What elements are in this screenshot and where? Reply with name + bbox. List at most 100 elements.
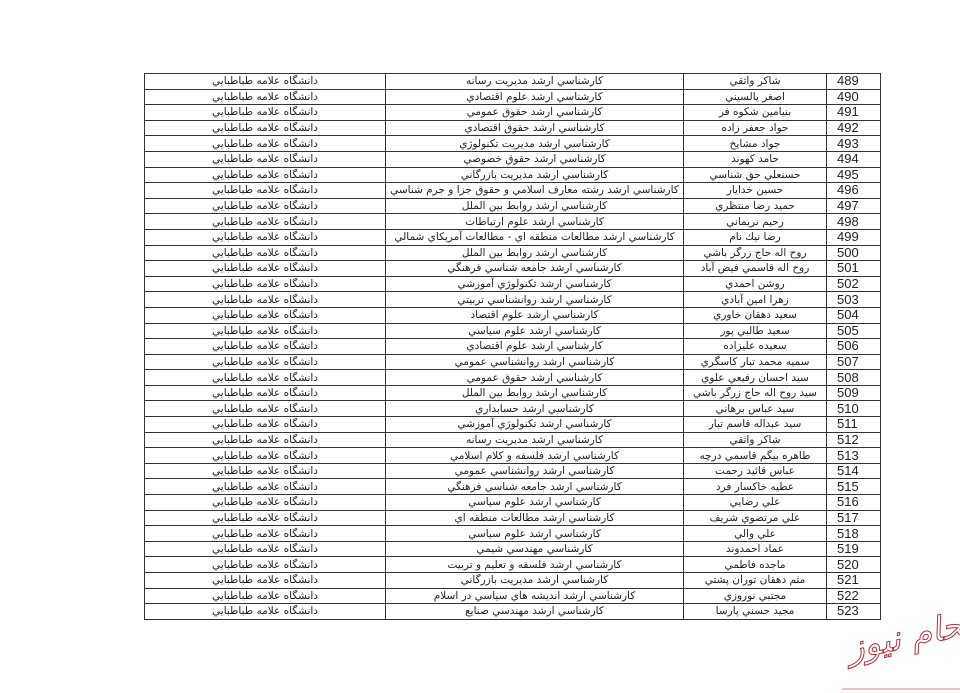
university: دانشگاه علامه طباطبايي — [144, 322, 386, 340]
table-row: 520 ماجده فاطمي كارشناسي ارشد فلسفه و تعلي… — [144, 556, 881, 573]
student-name: مجيد حسني پارسا — [683, 603, 827, 620]
row-number: 491 — [826, 104, 881, 121]
degree: كارشناسي مهندسي شيمي — [385, 540, 684, 558]
degree: كارشناسي ارشد حقوق عمومي — [385, 104, 684, 121]
university: دانشگاه علامه طباطبايي — [144, 73, 386, 90]
row-number: 501 — [826, 260, 881, 277]
degree: كارشناسي ارشد علوم سياسي — [385, 525, 684, 542]
row-number: 508 — [826, 369, 881, 386]
student-name: مجتبي نوروزي — [683, 587, 827, 605]
table-row: 495 حسنعلي حق شناسي كارشناسي ارشد مديريت ب… — [144, 166, 881, 184]
university: دانشگاه علامه طباطبايي — [144, 291, 386, 308]
table-row: 505 سعيد طالبي پور كارشناسي ارشد علوم سياس… — [144, 322, 881, 340]
student-name: سيد عبداله قاسم تبار — [683, 416, 827, 433]
university: دانشگاه علامه طباطبايي — [144, 353, 386, 371]
row-number: 517 — [826, 509, 881, 527]
degree: كارشناسي ارشد حقوق اقتصادي — [385, 119, 684, 137]
degree: كارشناسي ارشد جامعه شناسي فرهنگي — [385, 260, 684, 277]
student-name: عماد احمدوند — [683, 540, 827, 558]
row-number: 499 — [826, 228, 881, 246]
student-name: حسنعلي حق شناسي — [683, 166, 827, 184]
university: دانشگاه علامه طباطبايي — [144, 556, 386, 573]
student-name: سعيد طالبي پور — [683, 322, 827, 340]
university: دانشگاه علامه طباطبايي — [144, 306, 386, 324]
row-number: 507 — [826, 353, 881, 371]
row-number: 515 — [826, 478, 881, 496]
row-number: 493 — [826, 135, 881, 152]
student-name: سعيد دهقان خاوري — [683, 306, 827, 324]
row-number: 502 — [826, 275, 881, 293]
watermark-text: سحام نیوز — [843, 599, 960, 670]
university: دانشگاه علامه طباطبايي — [144, 135, 386, 152]
student-name: سيد عباس برهاني — [683, 400, 827, 418]
student-name: روح اله حاج زرگر باشي — [683, 244, 827, 262]
degree: كارشناسي ارشد مهندسي صنايع — [385, 603, 684, 620]
row-number: 506 — [826, 338, 881, 355]
table-row: 500 روح اله حاج زرگر باشي كارشناسي ارشد رو… — [144, 244, 881, 262]
table-row: 494 حامد كهوند كارشناسي ارشد حقوق خصوصي دان… — [144, 150, 881, 168]
university: دانشگاه علامه طباطبايي — [144, 572, 386, 589]
row-number: 498 — [826, 213, 881, 230]
degree: كارشناسي ارشد فلسفه و كلام اسلامي — [385, 447, 684, 464]
row-number: 492 — [826, 119, 881, 137]
student-name: علي مرتضوي شريف — [683, 509, 827, 527]
row-number: 514 — [826, 462, 881, 480]
degree: كارشناسي ارشد رشته معارف اسلامي و حقوق ج… — [385, 182, 684, 199]
degree: كارشناسي ارشد علوم اقتصاد — [385, 306, 684, 324]
table-row: 509 سيد روح اله حاج زرگر باشي كارشناسي ارش… — [144, 384, 881, 402]
university: دانشگاه علامه طباطبايي — [144, 509, 386, 527]
university: دانشگاه علامه طباطبايي — [144, 587, 386, 605]
table-row: 513 طاهره بيگم قاسمي درچه كارشناسي ارشد فل… — [144, 447, 881, 464]
row-number: 509 — [826, 384, 881, 402]
row-number: 511 — [826, 416, 881, 433]
table-row: 508 سيد احسان رفيعي علوي كارشناسي ارشد حقو… — [144, 369, 881, 386]
student-name: ماجده فاطمي — [683, 556, 827, 573]
degree: كارشناسي ارشد فلسفه و تعليم و تربيت — [385, 556, 684, 573]
results-table: 489 شاكر واثقي كارشناسي ارشد مديريت رسانه د… — [144, 73, 881, 620]
degree: كارشناسي ارشد علوم ارتباطات — [385, 213, 684, 230]
degree: كارشناسي ارشد مديريت تكنولوژي — [385, 135, 684, 152]
student-name: رضا نيك نام — [683, 228, 827, 246]
row-number: 489 — [826, 73, 881, 90]
table-row: 514 عباس قائيد رحمت كارشناسي ارشد روانشناس… — [144, 462, 881, 480]
table-body: 489 شاكر واثقي كارشناسي ارشد مديريت رسانه د… — [144, 73, 881, 620]
table-row: 504 سعيد دهقان خاوري كارشناسي ارشد علوم اق… — [144, 306, 881, 324]
row-number: 513 — [826, 447, 881, 464]
table-row: 498 رحيم نريماني كارشناسي ارشد علوم ارتباط… — [144, 213, 881, 230]
university: دانشگاه علامه طباطبايي — [144, 213, 386, 230]
row-number: 519 — [826, 540, 881, 558]
student-name: حامد كهوند — [683, 150, 827, 168]
table-row: 503 زهرا امين آبادي كارشناسي ارشد روانشناس… — [144, 291, 881, 308]
university: دانشگاه علامه طباطبايي — [144, 494, 386, 511]
degree: كارشناسي ارشد مديريت رسانه — [385, 431, 684, 449]
degree: كارشناسي ارشد تكنولوژي آموزشي — [385, 275, 684, 293]
degree: كارشناسي ارشد مطالعات منطقه اي — [385, 509, 684, 527]
university: دانشگاه علامه طباطبايي — [144, 88, 386, 106]
student-name: جواد مشايخ — [683, 135, 827, 152]
university: دانشگاه علامه طباطبايي — [144, 275, 386, 293]
university: دانشگاه علامه طباطبايي — [144, 197, 386, 215]
university: دانشگاه علامه طباطبايي — [144, 244, 386, 262]
degree: كارشناسي ارشد علوم اقتصادي — [385, 338, 684, 355]
student-name: سيد روح اله حاج زرگر باشي — [683, 384, 827, 402]
degree: كارشناسي ارشد روانشناسي عمومي — [385, 462, 684, 480]
degree: كارشناسي ارشد مديريت بازرگاني — [385, 166, 684, 184]
student-name: رحيم نريماني — [683, 213, 827, 230]
university: دانشگاه علامه طباطبايي — [144, 540, 386, 558]
row-number: 505 — [826, 322, 881, 340]
table-row: 517 علي مرتضوي شريف كارشناسي ارشد مطالعات … — [144, 509, 881, 527]
row-number: 494 — [826, 150, 881, 168]
row-number: 490 — [826, 88, 881, 106]
degree: كارشناسي ارشد حسابداري — [385, 400, 684, 418]
degree: كارشناسي ارشد علوم سياسي — [385, 494, 684, 511]
table-row: 489 شاكر واثقي كارشناسي ارشد مديريت رسانه د… — [144, 73, 881, 90]
student-name: مثم دهقان توران پشتي — [683, 572, 827, 589]
table-row: 490 اصغر يالسيني كارشناسي ارشد علوم اقتصاد… — [144, 88, 881, 106]
student-name: شاكر واثقي — [683, 431, 827, 449]
university: دانشگاه علامه طباطبايي — [144, 462, 386, 480]
row-number: 518 — [826, 525, 881, 542]
university: دانشگاه علامه طباطبايي — [144, 525, 386, 542]
university: دانشگاه علامه طباطبايي — [144, 119, 386, 137]
table-row: 521 مثم دهقان توران پشتي كارشناسي ارشد مدي… — [144, 572, 881, 589]
university: دانشگاه علامه طباطبايي — [144, 416, 386, 433]
